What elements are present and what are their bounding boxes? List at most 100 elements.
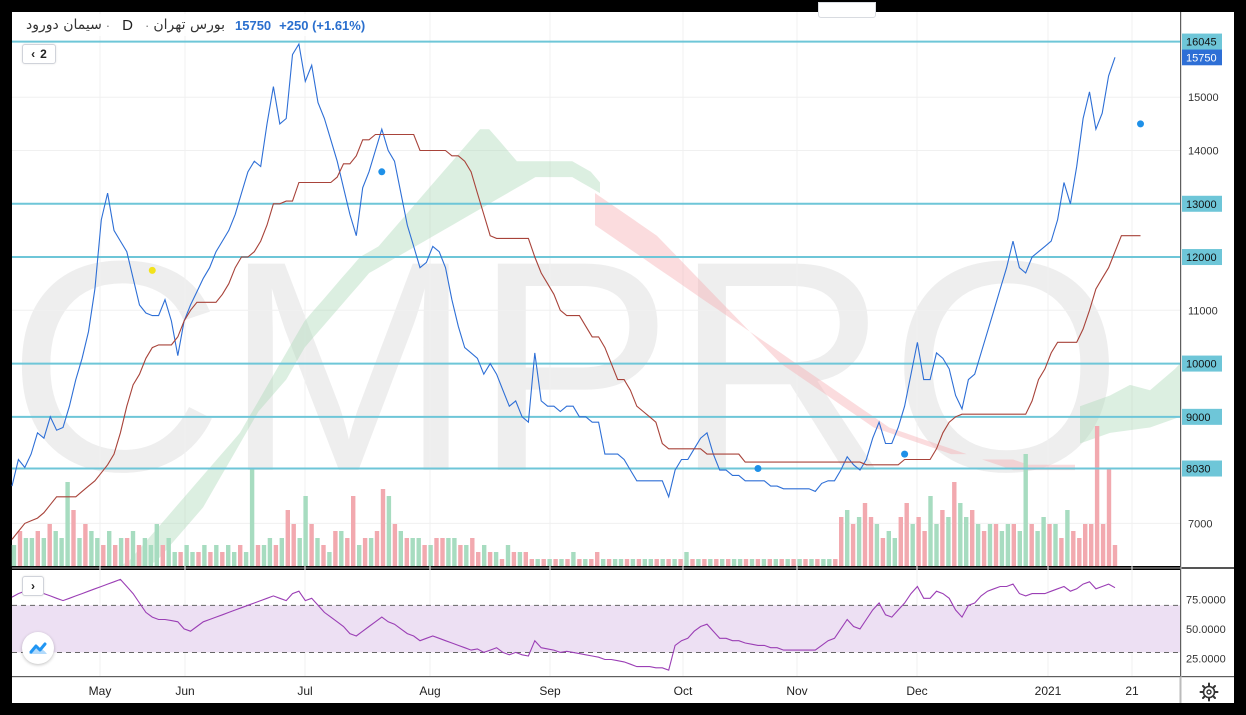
price-axis-label: 8030 xyxy=(1186,464,1210,476)
volume-bar xyxy=(482,545,487,566)
volume-bar xyxy=(392,524,398,566)
rsi-axis-label: 25.0000 xyxy=(1186,653,1226,665)
volume-bar xyxy=(577,559,582,566)
price-label-box xyxy=(1182,49,1222,66)
price-label-box xyxy=(1182,33,1222,50)
volume-bar xyxy=(17,531,23,566)
volume-bar xyxy=(226,545,231,566)
volume-bar xyxy=(77,538,82,566)
volume-bar xyxy=(547,559,552,566)
volume-bar xyxy=(107,531,112,566)
volume-bar xyxy=(595,552,600,566)
volume-bar xyxy=(952,482,957,566)
volume-bar xyxy=(535,559,540,566)
volume-bar xyxy=(928,496,933,566)
time-axis-label: Dec xyxy=(906,684,927,698)
volume-bar xyxy=(71,510,76,566)
price-label-box xyxy=(1182,460,1222,477)
volume-bar xyxy=(89,531,94,566)
settings-gear-icon[interactable] xyxy=(1199,682,1219,702)
ichimoku-cloud-bull xyxy=(120,129,600,566)
volume-bar xyxy=(618,559,624,566)
volume-bar xyxy=(987,524,993,566)
volume-bar xyxy=(606,559,612,566)
price-axis-label: 16045 xyxy=(1186,37,1217,49)
volume-bar xyxy=(47,524,52,566)
signal-marker xyxy=(754,465,762,473)
volume-bar xyxy=(785,559,790,566)
volume-bar xyxy=(339,531,344,566)
volume-bar xyxy=(910,524,915,566)
exchange-name: بورس تهران xyxy=(153,17,226,33)
volume-bar xyxy=(404,538,409,566)
volume-bar xyxy=(1017,531,1022,566)
volume-bar xyxy=(845,510,850,566)
timeframe-label[interactable]: D xyxy=(122,16,133,34)
time-axis-label: 21 xyxy=(1125,684,1139,698)
top-toolbar-handle[interactable] xyxy=(818,2,876,18)
volume-bar xyxy=(83,524,88,566)
volume-bar xyxy=(142,538,148,566)
volume-bar xyxy=(565,559,570,566)
volume-bar xyxy=(892,538,897,566)
volume-bar xyxy=(476,552,481,566)
volume-bar xyxy=(529,559,534,566)
volume-bar xyxy=(196,552,201,566)
tradingview-logo[interactable] xyxy=(22,632,54,664)
price-axis-label: 14000 xyxy=(1188,146,1219,158)
time-axis-label: Aug xyxy=(419,684,440,698)
volume-bar xyxy=(809,559,814,566)
legend-separator: · xyxy=(105,17,111,33)
volume-bar xyxy=(41,538,46,566)
volume-bar xyxy=(351,496,356,566)
volume-bar xyxy=(803,559,808,566)
volume-bar xyxy=(541,559,546,566)
volume-bar xyxy=(184,545,189,566)
volume-bar xyxy=(1100,524,1106,566)
volume-bar xyxy=(59,538,64,566)
volume-bar xyxy=(731,559,737,566)
time-axis-label: Nov xyxy=(786,684,807,698)
volume-bar xyxy=(249,468,255,566)
volume-bar xyxy=(11,545,17,566)
volume-bar xyxy=(124,538,130,566)
indicator-toggle-button[interactable]: ‹ 2 xyxy=(22,44,56,64)
time-axis-label: May xyxy=(89,684,112,698)
symbol-name: سیمان دورود xyxy=(26,17,102,33)
volume-bar xyxy=(1005,524,1011,566)
volume-bar xyxy=(791,559,796,566)
volume-bar xyxy=(487,552,493,566)
volume-bar xyxy=(559,559,564,566)
volume-bar xyxy=(315,538,320,566)
volume-bar xyxy=(672,559,677,566)
volume-bar xyxy=(678,559,683,566)
price-axis-label: 15000 xyxy=(1188,92,1219,104)
price-axis-label: 13000 xyxy=(1186,199,1217,211)
volume-bar xyxy=(773,559,778,566)
volume-bar xyxy=(368,538,374,566)
volume-bar xyxy=(202,545,207,566)
volume-bar xyxy=(148,545,154,566)
volume-bar xyxy=(702,559,707,566)
volume-bar xyxy=(767,559,772,566)
volume-bar xyxy=(172,552,177,566)
volume-bar xyxy=(118,538,124,566)
volume-bar xyxy=(327,552,332,566)
volume-bar xyxy=(624,559,630,566)
volume-bar xyxy=(1065,510,1070,566)
time-axis-label: Jun xyxy=(175,684,194,698)
volume-bar xyxy=(1112,545,1118,566)
symbol-legend: سیمان دورود · D · بورس تهران 15750 +250 … xyxy=(20,14,372,36)
rsi-pane-toggle-button[interactable]: › xyxy=(22,576,44,596)
volume-bar xyxy=(130,531,136,566)
volume-bar xyxy=(654,559,659,566)
volume-bar xyxy=(1106,468,1112,566)
volume-bar xyxy=(166,538,171,566)
volume-bar xyxy=(410,538,415,566)
volume-bar xyxy=(1011,524,1016,566)
volume-bar xyxy=(642,559,647,566)
volume-bar xyxy=(839,517,844,566)
last-price: 15750 xyxy=(235,17,272,33)
volume-bar xyxy=(255,545,261,566)
